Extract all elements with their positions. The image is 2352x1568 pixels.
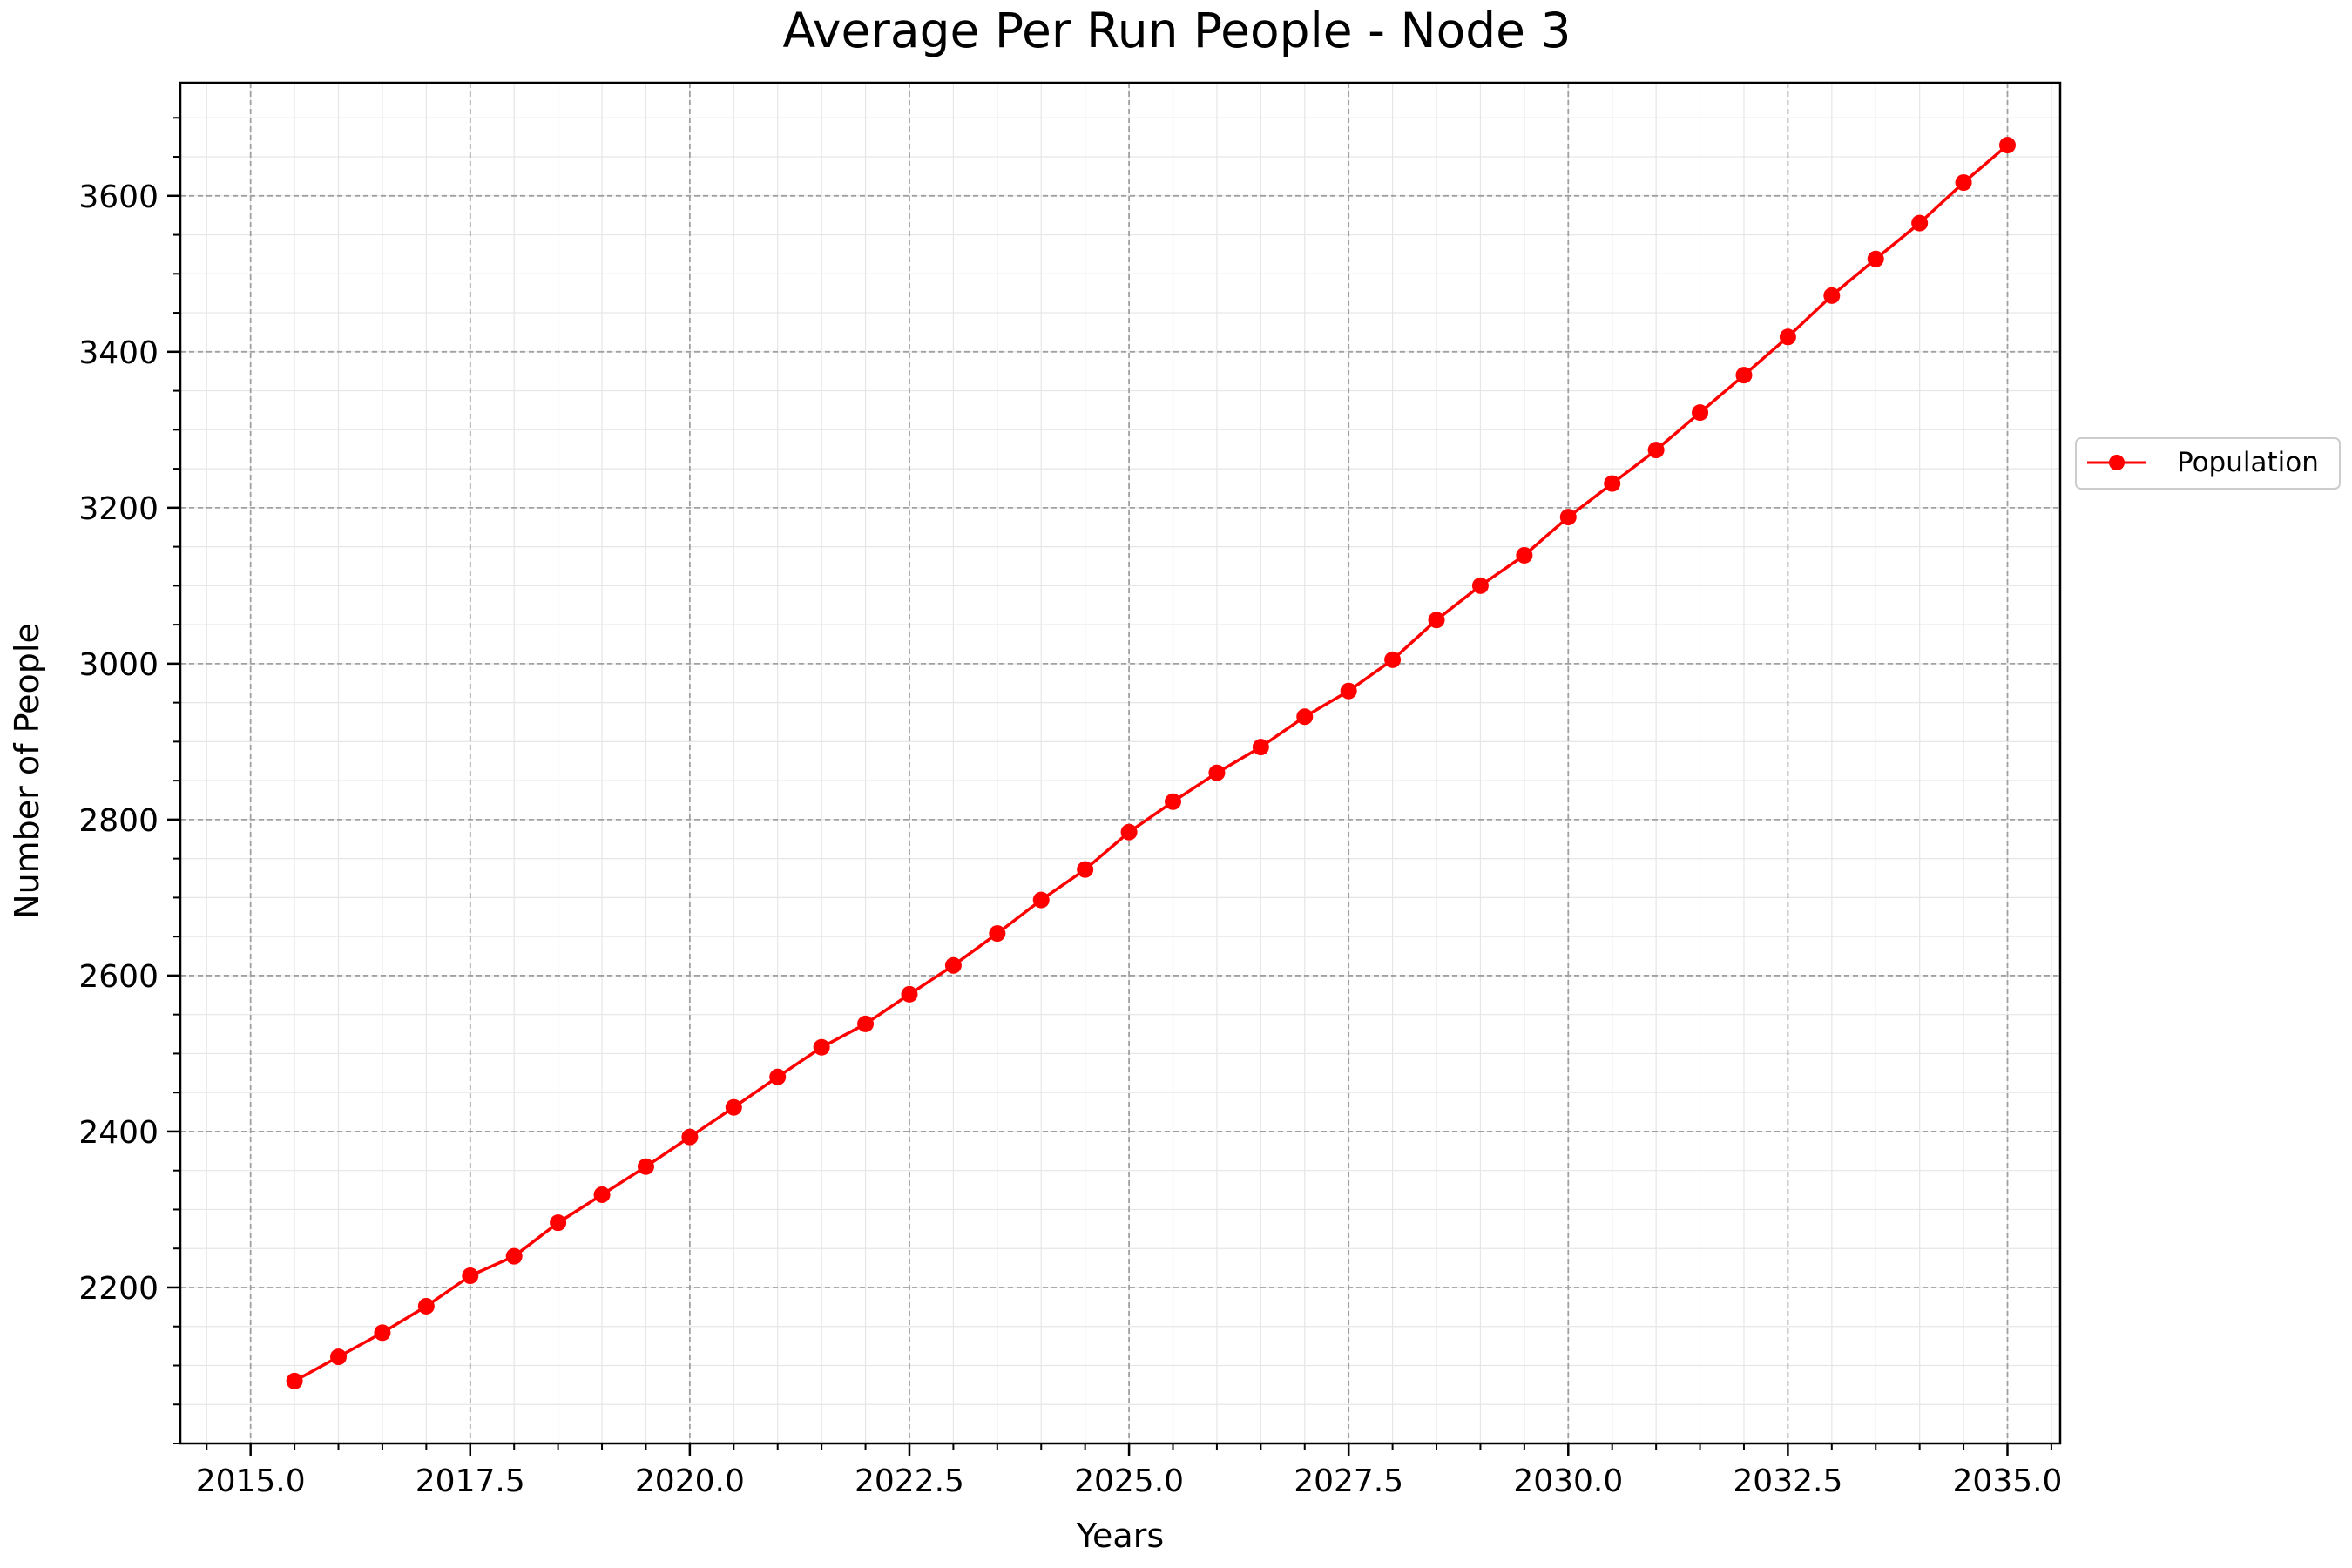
legend-marker-population: [2109, 455, 2125, 470]
axis-ticks: [167, 117, 2052, 1456]
x-tick-label: 2035.0: [1953, 1463, 2063, 1499]
data-point: [1911, 214, 1929, 232]
data-point: [374, 1324, 391, 1342]
data-point: [769, 1068, 787, 1085]
data-point: [1208, 764, 1226, 781]
data-point: [725, 1098, 742, 1116]
data-point: [1296, 708, 1314, 726]
data-point: [1077, 861, 1094, 878]
x-tick-label: 2027.5: [1294, 1463, 1403, 1499]
legend-box: [2075, 437, 2341, 490]
data-point: [1604, 475, 1621, 492]
data-point: [1867, 250, 1884, 267]
y-tick-label: 2800: [78, 803, 159, 839]
data-point: [1559, 509, 1577, 526]
x-tick-label: 2032.5: [1733, 1463, 1842, 1499]
data-point: [1471, 577, 1489, 594]
y-tick-label: 3400: [78, 335, 159, 371]
data-point: [330, 1348, 348, 1366]
data-point: [286, 1372, 303, 1389]
legend-label-population: Population: [2177, 447, 2319, 478]
y-tick-label: 2400: [78, 1115, 159, 1151]
data-point: [857, 1015, 875, 1032]
data-point: [681, 1128, 699, 1146]
data-point: [1692, 404, 1709, 422]
major-grid: [180, 83, 2060, 1443]
x-axis-label: Years: [1076, 1517, 1164, 1555]
x-tick-label: 2022.5: [855, 1463, 964, 1499]
data-point: [417, 1297, 435, 1315]
chart-title: Average Per Run People - Node 3: [783, 3, 1571, 58]
tick-labels: 2015.0 2017.5 2020.0 2022.5 2025.0 2027.5 2030…: [78, 179, 2062, 1499]
data-point: [944, 956, 962, 974]
data-point: [1779, 328, 1796, 346]
x-tick-label: 2025.0: [1074, 1463, 1184, 1499]
y-tick-label: 3600: [78, 179, 159, 215]
data-point: [901, 985, 918, 1003]
x-tick-label: 2017.5: [416, 1463, 525, 1499]
y-tick-label: 3000: [78, 647, 159, 683]
legend: Population: [2075, 437, 2341, 490]
data-point: [1340, 682, 1357, 700]
x-tick-label: 2030.0: [1513, 1463, 1623, 1499]
y-tick-label: 2600: [78, 959, 159, 995]
data-point: [1428, 612, 1445, 629]
data-point: [989, 925, 1006, 943]
data-point: [593, 1186, 611, 1203]
data-point: [1823, 287, 1841, 304]
data-point: [1120, 823, 1138, 841]
data-point: [1516, 546, 1533, 564]
data-point: [813, 1038, 830, 1056]
data-point: [1998, 137, 2016, 154]
data-point: [505, 1247, 523, 1265]
data-point: [1735, 367, 1753, 384]
data-point: [462, 1267, 479, 1285]
plot-frame: [179, 81, 2062, 1445]
data-point: [1955, 174, 1972, 192]
x-tick-label: 2015.0: [196, 1463, 306, 1499]
y-tick-label: 3200: [78, 491, 159, 527]
x-tick-label: 2020.0: [635, 1463, 745, 1499]
y-axis-label: Number of People: [8, 623, 46, 919]
data-point: [637, 1158, 654, 1175]
y-tick-label: 2200: [78, 1271, 159, 1307]
data-point: [1032, 891, 1050, 909]
data-point: [1165, 793, 1182, 810]
data-point: [1252, 739, 1269, 756]
series-line-population: [294, 144, 2009, 1382]
data-point: [550, 1214, 567, 1232]
series-layer: [286, 137, 2016, 1389]
data-point: [1384, 651, 1402, 668]
data-point: [1647, 442, 1665, 459]
